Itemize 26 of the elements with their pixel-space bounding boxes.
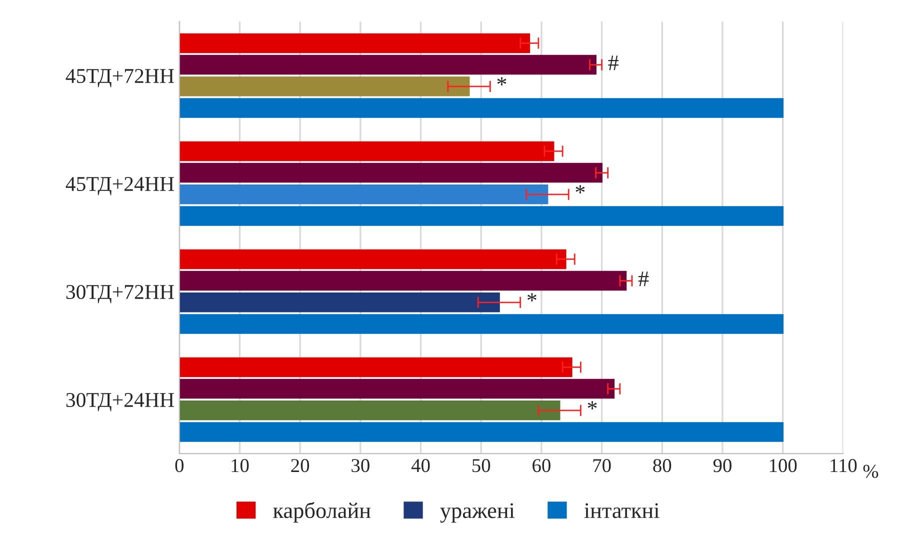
annotation: *: [588, 401, 597, 410]
annotation: #: [608, 56, 619, 70]
x-tick-label: 80: [653, 459, 672, 472]
y-tick-label: 45ТД+24НН: [66, 177, 174, 196]
x-axis-title: %: [863, 464, 878, 478]
x-tick-label: 100: [770, 459, 797, 472]
x-tick-label: 110: [830, 459, 857, 472]
legend-label: уражені: [440, 503, 515, 523]
annotation: *: [497, 77, 506, 86]
annotation: #: [638, 272, 649, 286]
x-tick-label: 20: [291, 459, 310, 472]
x-tick-label: 70: [593, 459, 611, 472]
y-tick-label: 45ТД+72НН: [66, 69, 174, 88]
x-tick-label: 90: [713, 459, 732, 472]
x-tick-label: 60: [532, 459, 550, 472]
x-tick-label: 30: [352, 459, 370, 472]
y-tick-label: 30ТД+24НН: [66, 392, 174, 412]
x-tick-label: 40: [411, 459, 430, 472]
x-tick-label: 10: [232, 459, 249, 472]
y-tick-label: 30ТД+72НН: [66, 284, 174, 304]
legend-label: карболайн: [273, 502, 371, 523]
annotation: *: [576, 185, 585, 194]
x-tick-label: 50: [472, 459, 490, 472]
annotation: *: [527, 293, 536, 302]
x-tick-label: 0: [175, 459, 184, 472]
legend-label: інтаткні: [584, 503, 660, 518]
